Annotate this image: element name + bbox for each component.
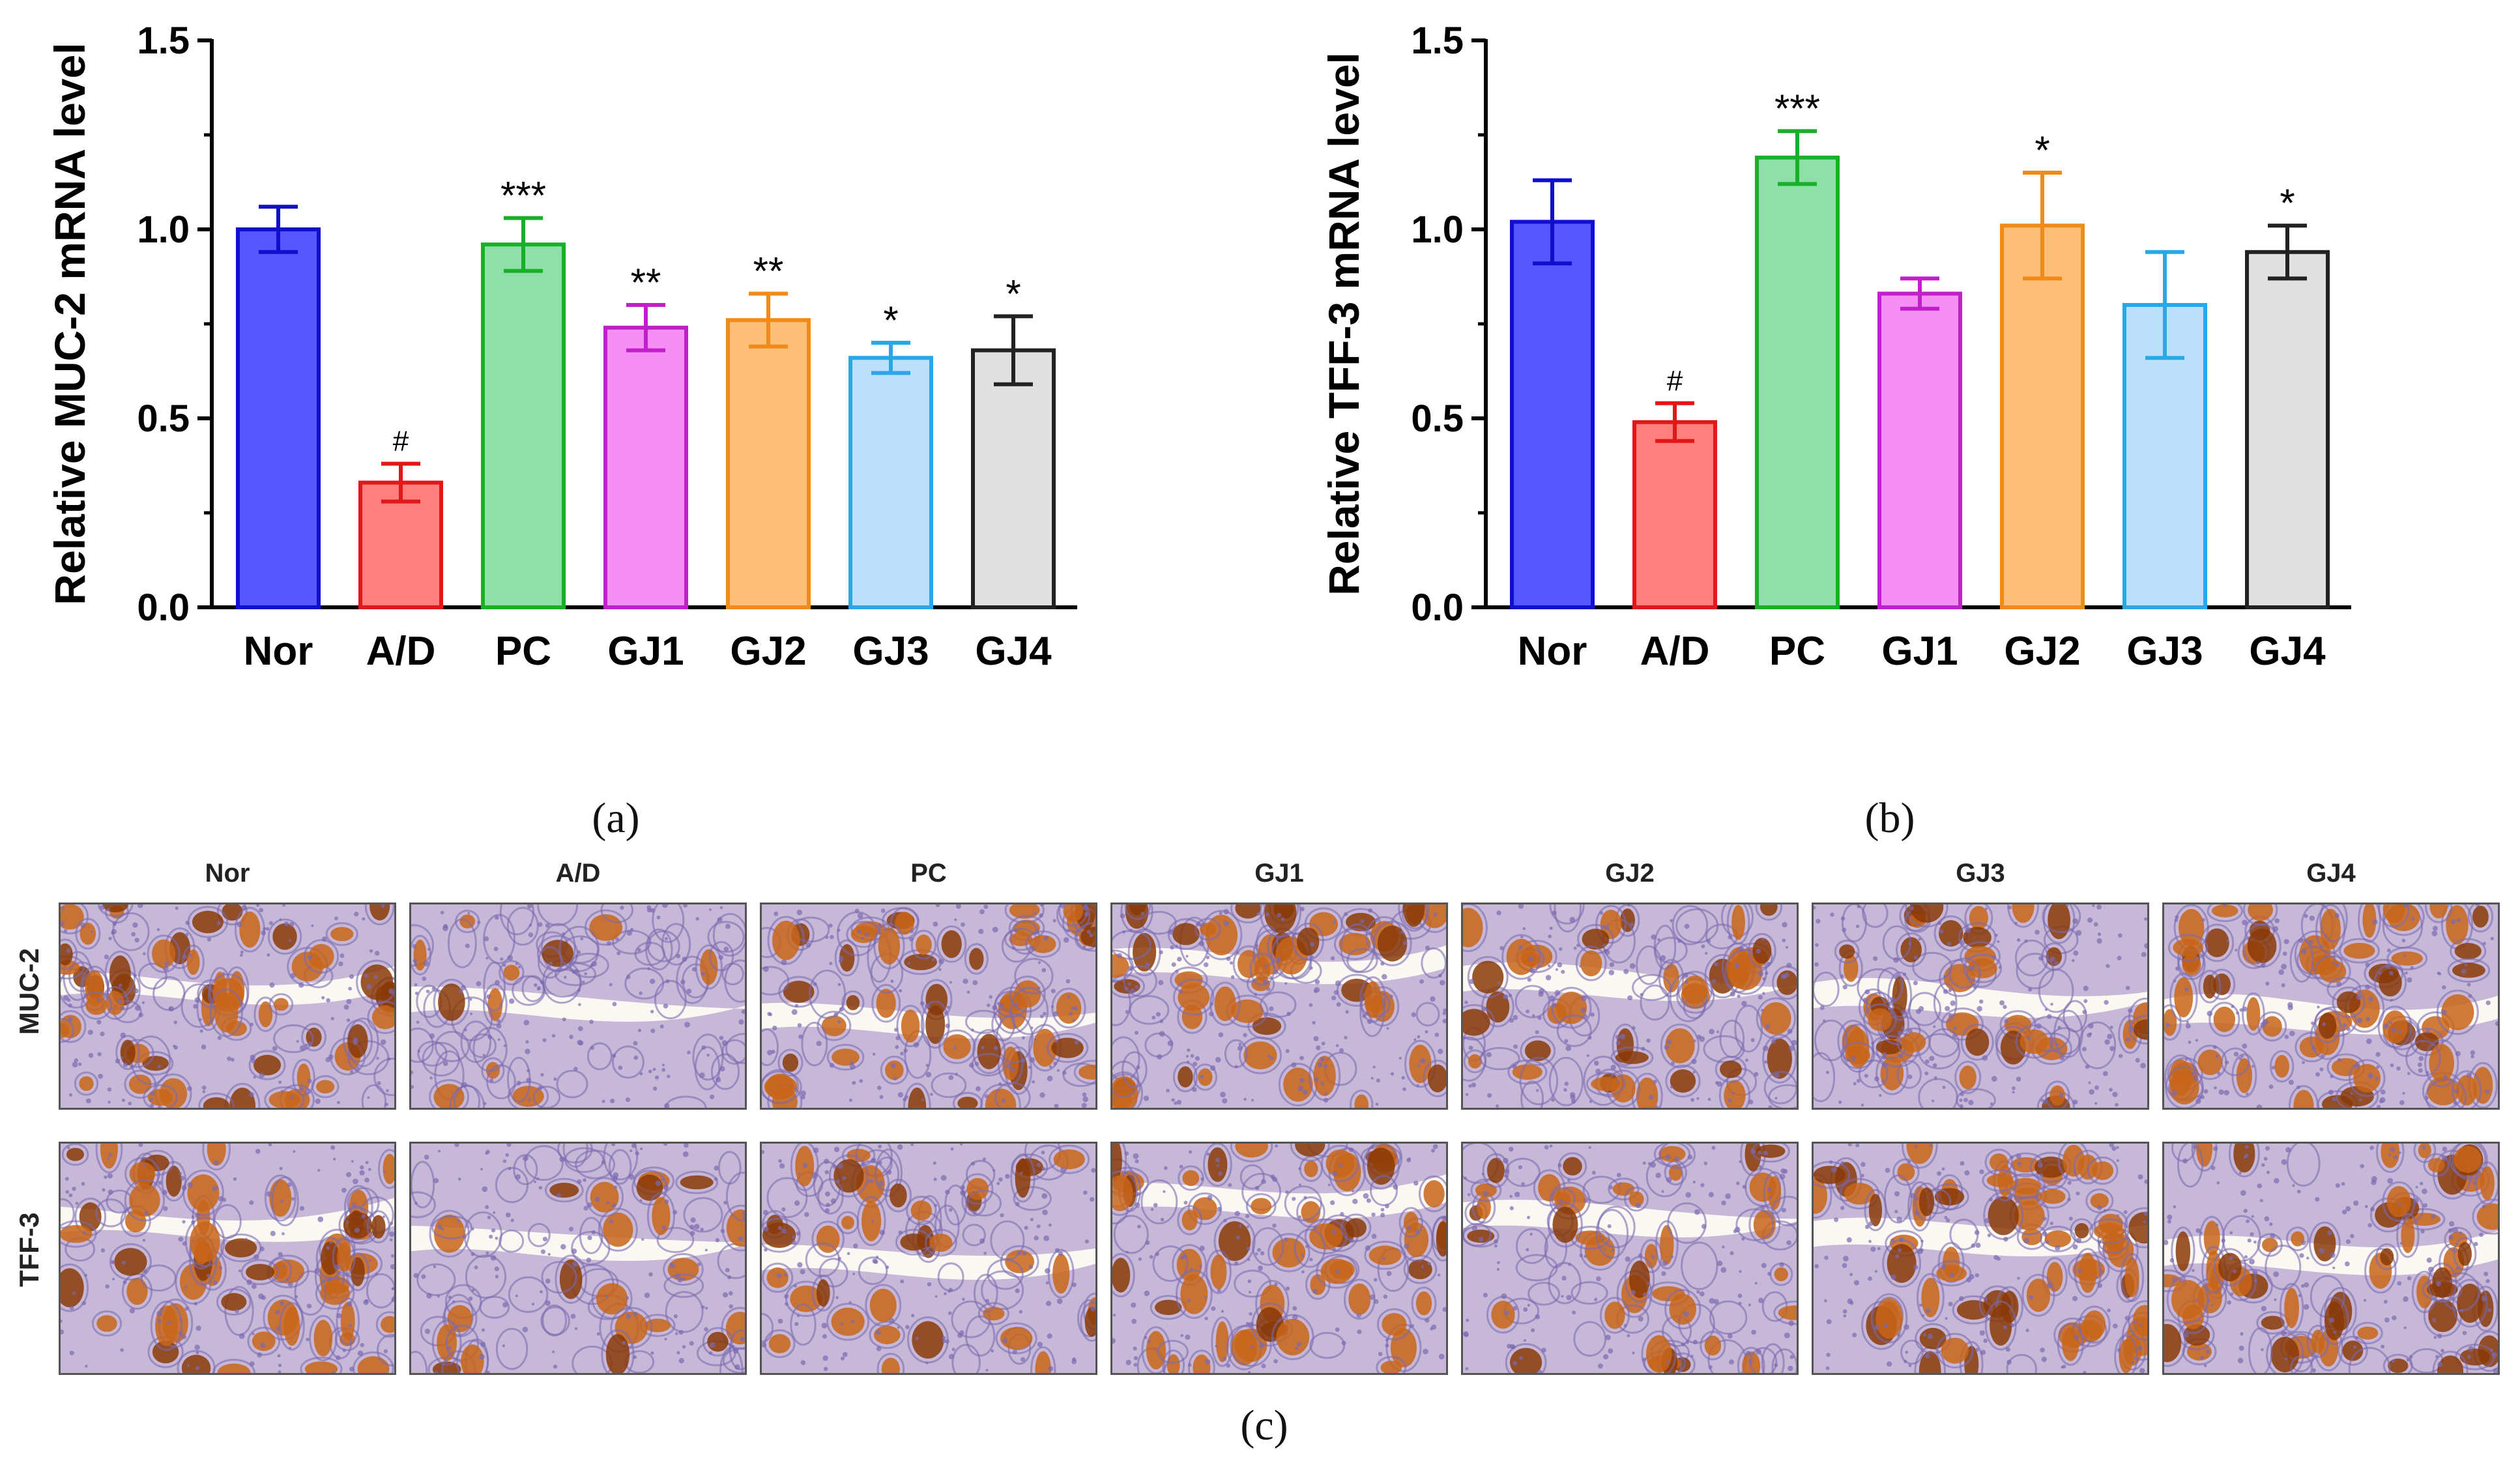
bar-gj4 [2245, 250, 2330, 609]
caption-a: (a) [592, 794, 640, 842]
micrograph-muc2-ad [409, 903, 747, 1110]
column-title-pc: PC [910, 859, 947, 888]
x-tick-label: PC [1769, 629, 1825, 674]
column-title-gj2: GJ2 [1605, 859, 1655, 888]
bar-gj2 [726, 318, 811, 609]
x-tick-label: GJ3 [852, 629, 929, 674]
bar-nor [236, 227, 321, 609]
x-tick-label: GJ4 [975, 629, 1052, 674]
x-tick-label: PC [495, 629, 551, 674]
x-tick-label: GJ1 [1881, 629, 1958, 674]
significance-label: *** [500, 174, 546, 218]
caption-b: (b) [1864, 794, 1915, 842]
micrograph-muc2-gj3 [1812, 903, 2149, 1110]
micrograph-tff3-nor [59, 1142, 396, 1375]
micrograph-tff3-gj2 [1461, 1142, 1799, 1375]
significance-label: # [1667, 365, 1683, 397]
y-tick-label: 0.0 [1411, 586, 1464, 629]
significance-label: * [2035, 128, 2049, 172]
y-tick-label: 1.5 [137, 20, 190, 62]
bar-pc [481, 242, 566, 609]
y-tick-label: 1.0 [137, 209, 190, 251]
x-tick-label: A/D [1640, 629, 1710, 674]
micrograph-muc2-gj2 [1461, 903, 1799, 1110]
y-tick-label: 1.0 [1411, 209, 1464, 251]
column-title-gj1: GJ1 [1254, 859, 1304, 888]
column-title-gj4: GJ4 [2306, 859, 2356, 888]
x-tick-label: A/D [366, 629, 436, 674]
significance-label: *** [1774, 87, 1820, 130]
micrograph-tff3-gj1 [1110, 1142, 1448, 1375]
significance-label: ** [753, 250, 784, 293]
significance-label: ** [631, 261, 661, 304]
significance-label: # [393, 426, 409, 457]
bar-gj2 [2000, 224, 2085, 609]
chart-tff3: 0.0 0.5 1.0 1.5 Relative TFF-3 mRNA level Nor… [1320, 20, 2351, 674]
y-tick-label: 0.5 [1411, 397, 1464, 440]
x-tick-label: Nor [1518, 629, 1587, 674]
column-title-nor: Nor [205, 859, 250, 888]
x-tick-label: GJ4 [2249, 629, 2326, 674]
bar-gj3 [848, 356, 933, 609]
y-tick-label: 0.0 [137, 586, 190, 629]
x-tick-label: GJ2 [2004, 629, 2080, 674]
micrograph-tff3-pc [760, 1142, 1097, 1375]
bar-ad [1632, 420, 1717, 609]
significance-label: * [1006, 272, 1021, 315]
significance-label: * [2280, 181, 2295, 225]
bar-gj4 [971, 348, 1056, 609]
significance-label: * [883, 298, 898, 342]
bar-nor [1510, 220, 1595, 609]
chart-muc2: 0.0 0.5 1.0 1.5 Relative MUC-2 mRNA level Nor… [46, 20, 1077, 674]
y-axis-label: Relative TFF-3 mRNA level [1320, 52, 1368, 596]
micrograph-muc2-nor [59, 903, 396, 1110]
x-tick-label: GJ2 [730, 629, 806, 674]
y-tick-label: 1.5 [1411, 20, 1464, 62]
column-title-gj3: GJ3 [1956, 859, 2005, 888]
x-tick-label: GJ1 [607, 629, 684, 674]
y-tick-label: 0.5 [137, 397, 190, 440]
micrograph-tff3-gj3 [1812, 1142, 2149, 1375]
micrograph-muc2-gj1 [1110, 903, 1448, 1110]
micrograph-tff3-gj4 [2162, 1142, 2500, 1375]
micrograph-tff3-ad [409, 1142, 747, 1375]
x-tick-label: Nor [244, 629, 313, 674]
x-tick-label: GJ3 [2126, 629, 2203, 674]
column-title-ad: A/D [555, 859, 601, 888]
y-axis-label: Relative MUC-2 mRNA level [46, 42, 94, 605]
micrograph-muc2-pc [760, 903, 1097, 1110]
micrograph-muc2-gj4 [2162, 903, 2500, 1110]
row-title-muc2: MUC-2 [14, 948, 44, 1035]
caption-c: (c) [1240, 1402, 1288, 1449]
row-title-tff3: TFF-3 [14, 1212, 44, 1287]
